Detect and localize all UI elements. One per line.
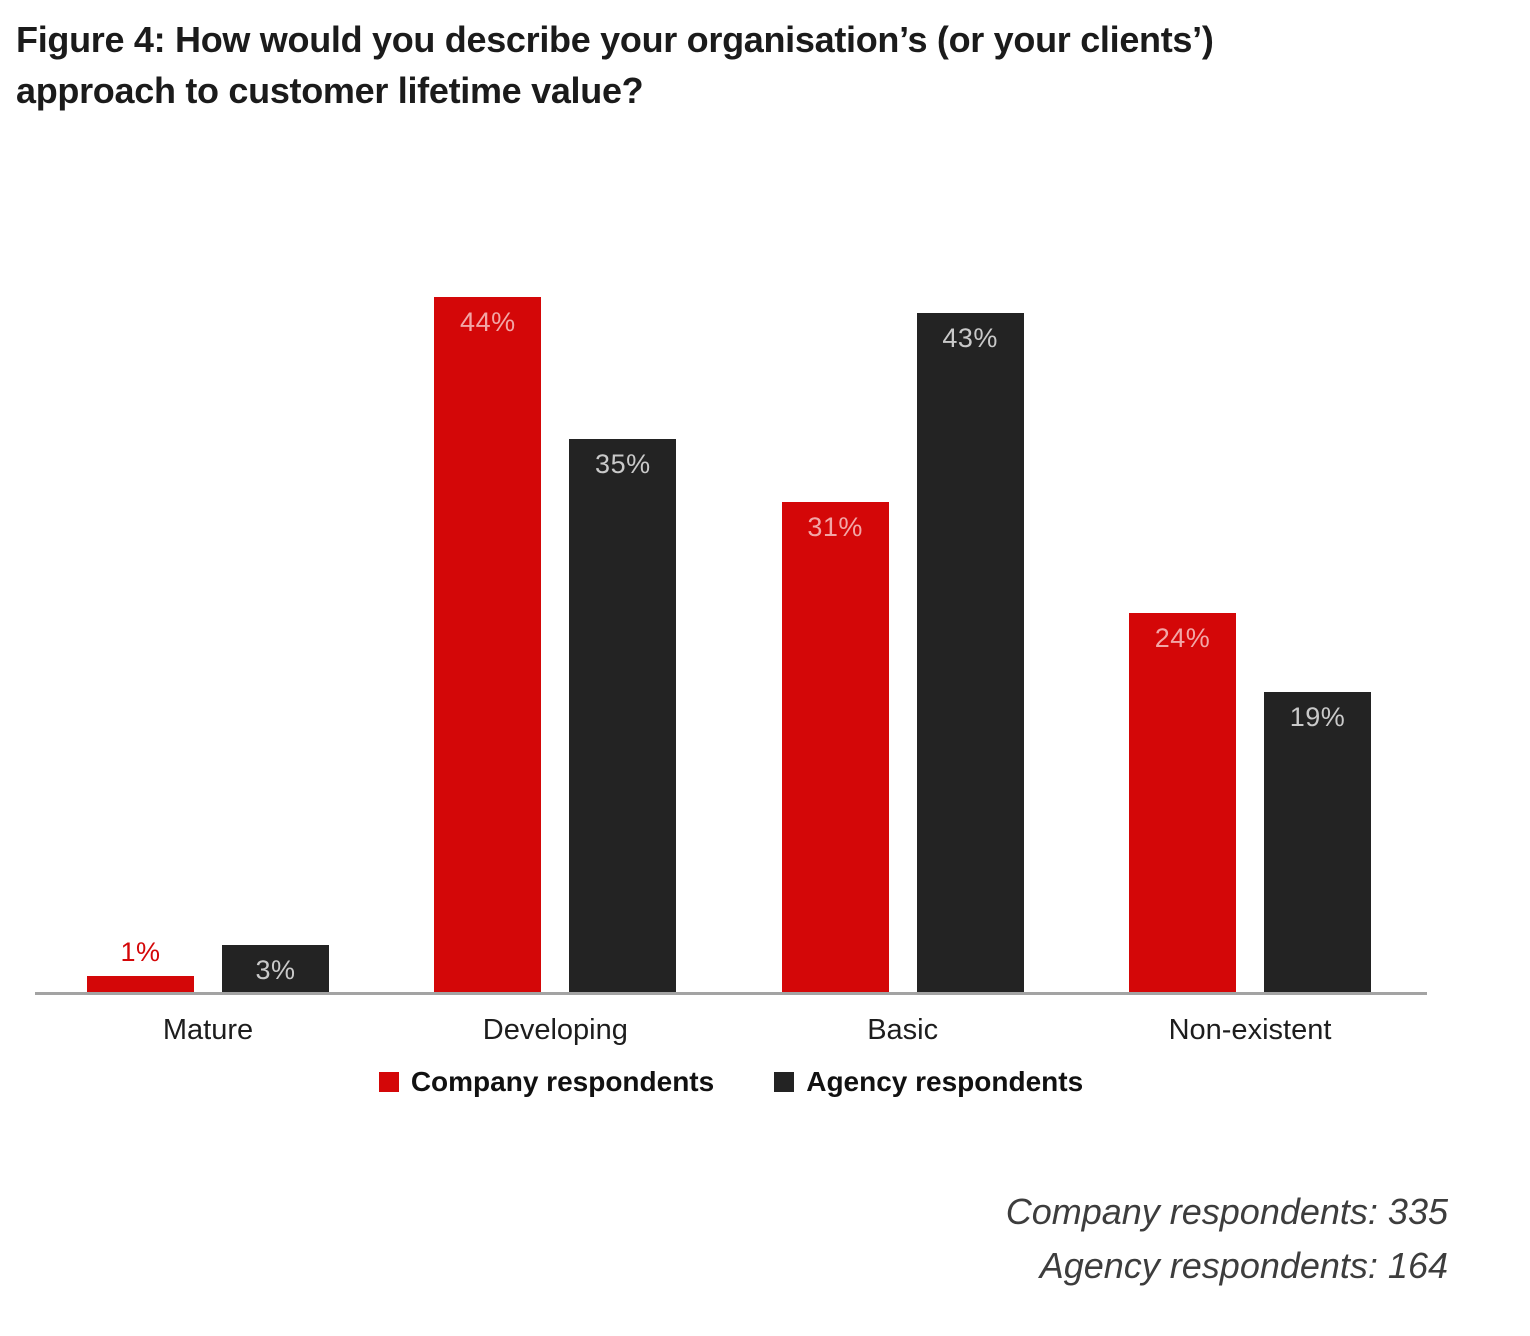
- legend-swatch-icon: [774, 1072, 795, 1092]
- bar-value-label: 35%: [595, 449, 651, 479]
- category-label-non-existent: Non-existent: [1168, 1014, 1332, 1046]
- figure-title: Figure 4: How would you describe your or…: [16, 14, 1214, 116]
- bar-agency-respondents-basic: 43%: [916, 312, 1024, 992]
- category-axis: Mature Developing Basic Non-existent: [35, 1014, 1427, 1047]
- bar-value-label: 19%: [1289, 701, 1346, 732]
- bar-value-label: 1%: [120, 937, 161, 968]
- legend-label: Company respondents: [410, 1066, 715, 1097]
- company-respondents-count: Company respondents: 335: [1005, 1191, 1448, 1232]
- figure-title-line-1: Figure 4: How would you describe your or…: [16, 19, 1214, 60]
- legend-label: Agency respondents: [806, 1066, 1084, 1097]
- bar-chart-plot-area: 1% 3% 44% 35% 31% 43% 24% 19%: [35, 195, 1427, 995]
- bar-company-respondents-basic: 31%: [781, 502, 889, 992]
- legend-swatch-icon: [378, 1072, 399, 1092]
- bar-value-label: 44%: [460, 306, 516, 337]
- figure-title-line-2: approach to customer lifetime value?: [16, 70, 644, 112]
- bar-company-respondents-non-existent: 24%: [1128, 612, 1236, 992]
- legend: Company respondents Agency respondents: [35, 1066, 1427, 1098]
- legend-item-company-respondents: Company respondents: [378, 1066, 715, 1098]
- bar-company-respondents-mature: 1%: [87, 937, 194, 992]
- bar-group-mature: 1% 3%: [87, 937, 329, 992]
- category-label-mature: Mature: [162, 1014, 254, 1046]
- agency-respondents-count: Agency respondents: 164: [1039, 1245, 1448, 1286]
- bar-agency-respondents-mature: 3%: [222, 944, 329, 992]
- bar-agency-respondents-developing: 35%: [569, 439, 677, 992]
- bar-agency-respondents-non-existent: 19%: [1263, 691, 1371, 992]
- category-label-basic: Basic: [867, 1014, 939, 1046]
- bar-value-label: 43%: [942, 322, 998, 353]
- bar-group-developing: 44% 35%: [434, 296, 677, 992]
- bar-value-label: 24%: [1154, 622, 1211, 653]
- category-label-developing: Developing: [482, 1014, 628, 1046]
- bar-value-label: 3%: [255, 954, 296, 985]
- bar-value-label: 31%: [807, 512, 863, 543]
- bar-company-respondents-developing: 44%: [434, 296, 542, 992]
- bar-group-non-existent: 24% 19%: [1128, 612, 1371, 992]
- respondent-counts: Company respondents: 335 Agency responde…: [1006, 1185, 1448, 1293]
- legend-item-agency-respondents: Agency respondents: [774, 1066, 1083, 1098]
- bar-group-basic: 31% 43%: [781, 312, 1024, 992]
